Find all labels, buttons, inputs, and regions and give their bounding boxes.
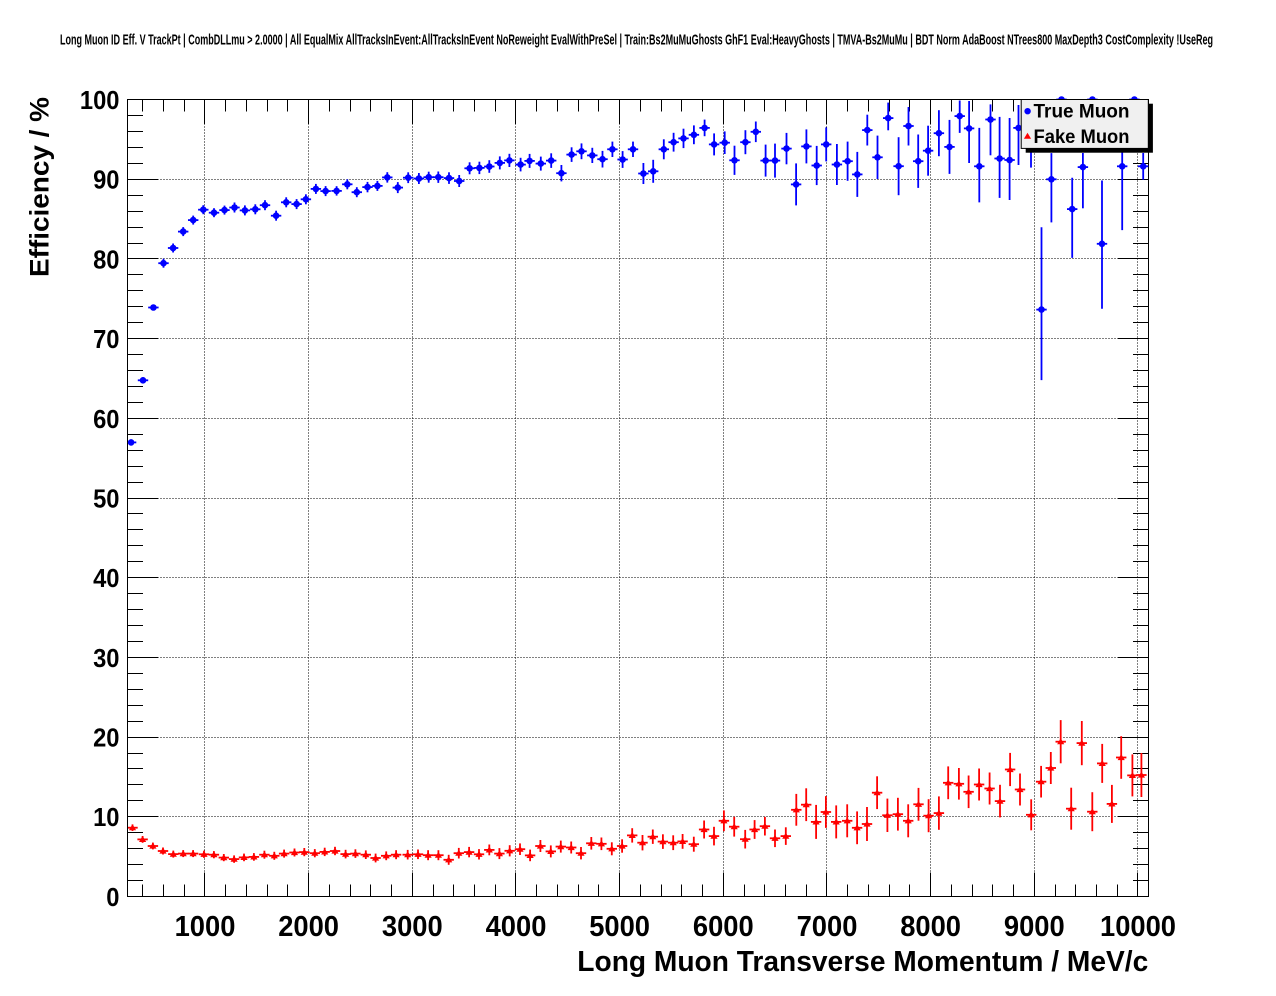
svg-text:20: 20 (93, 723, 119, 753)
svg-text:Long Muon Transverse Momentum: Long Muon Transverse Momentum / MeV/c (577, 946, 1148, 978)
svg-text:2000: 2000 (278, 911, 339, 943)
svg-text:30: 30 (93, 643, 119, 673)
svg-text:Efficiency / %: Efficiency / % (25, 97, 55, 277)
svg-text:0: 0 (106, 882, 119, 912)
svg-text:Long Muon ID Eff. V TrackPt |: Long Muon ID Eff. V TrackPt | CombDLLmu … (60, 32, 1213, 49)
svg-text:9000: 9000 (1004, 911, 1065, 943)
svg-text:4000: 4000 (486, 911, 547, 943)
svg-text:90: 90 (93, 165, 119, 195)
svg-text:Fake Muon: Fake Muon (1034, 127, 1130, 148)
svg-text:10000: 10000 (1100, 911, 1176, 943)
svg-text:True Muon: True Muon (1034, 102, 1130, 123)
svg-text:10: 10 (93, 802, 119, 832)
svg-text:60: 60 (93, 404, 119, 434)
svg-text:40: 40 (93, 563, 119, 593)
svg-text:50: 50 (93, 483, 119, 513)
svg-text:100: 100 (80, 85, 120, 115)
svg-text:5000: 5000 (589, 911, 650, 943)
svg-text:3000: 3000 (382, 911, 443, 943)
svg-text:80: 80 (93, 244, 119, 274)
svg-text:8000: 8000 (900, 911, 961, 943)
svg-text:7000: 7000 (797, 911, 858, 943)
svg-text:1000: 1000 (175, 911, 236, 943)
svg-text:70: 70 (93, 324, 119, 354)
svg-text:6000: 6000 (693, 911, 754, 943)
